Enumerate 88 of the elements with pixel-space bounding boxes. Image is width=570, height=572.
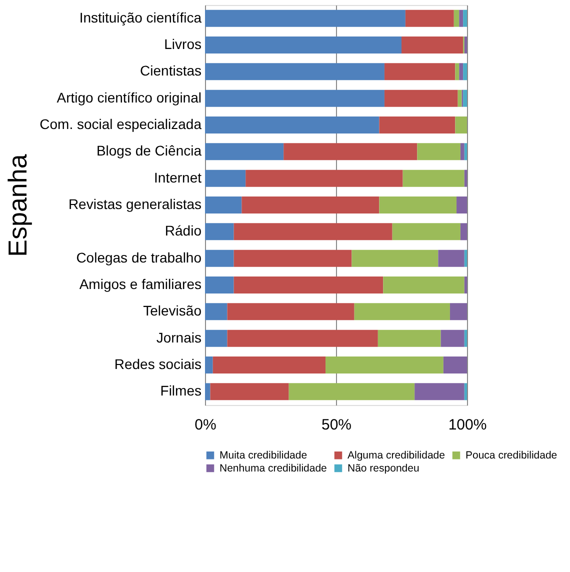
bar <box>456 196 467 214</box>
bar <box>414 383 464 400</box>
bar <box>438 250 464 267</box>
bar <box>379 196 457 214</box>
bar <box>205 303 228 320</box>
bar <box>205 383 210 400</box>
bar <box>402 170 464 187</box>
bar <box>205 143 284 160</box>
bar <box>458 90 462 107</box>
bar <box>384 90 458 107</box>
y-tick-label: Instituição científica <box>79 9 202 26</box>
bar <box>354 303 450 320</box>
bar <box>246 170 403 187</box>
bar <box>205 116 380 134</box>
x-tick-label: 100% <box>448 416 487 434</box>
bar <box>383 276 464 294</box>
y-tick-label: Redes sociais <box>114 356 202 372</box>
bar <box>464 170 467 187</box>
bar <box>460 223 467 240</box>
bar <box>443 356 467 374</box>
bar <box>459 10 464 27</box>
y-tick-label: Blogs de Ciência <box>96 142 202 159</box>
bar <box>227 330 378 347</box>
bar <box>384 63 456 80</box>
bar <box>464 250 467 267</box>
y-tick-label: Amigos e familiares <box>79 276 202 292</box>
bar <box>205 196 242 214</box>
y-tick-label: Artigo científico original <box>56 89 202 106</box>
bar <box>284 143 418 160</box>
x-tick-label: 50% <box>321 416 352 434</box>
bar <box>234 250 352 267</box>
legend-label: Muita credibilidade <box>220 449 308 462</box>
bar <box>212 356 326 374</box>
legend-label: Alguma credibilidade <box>348 449 446 462</box>
y-tick-label: Livros <box>164 36 202 52</box>
bar <box>463 10 467 27</box>
bar <box>205 330 228 347</box>
bar <box>205 250 234 267</box>
bar <box>455 63 460 80</box>
y-tick-label: Revistas generalistas <box>68 196 202 212</box>
bar <box>205 356 213 374</box>
bar <box>455 116 467 134</box>
bar <box>205 170 246 187</box>
legend-label: Pouca credibilidade <box>466 449 558 462</box>
bar <box>242 196 380 214</box>
bar <box>205 90 384 107</box>
bar <box>417 143 460 160</box>
bar <box>464 330 467 347</box>
bar <box>464 276 467 294</box>
bar <box>440 330 464 347</box>
y-tick-label: Filmes <box>160 382 202 399</box>
bar <box>379 116 456 134</box>
bar <box>352 250 438 267</box>
bar <box>205 63 384 80</box>
bar <box>460 143 464 160</box>
y-tick-label: Com. social especializada <box>40 116 202 132</box>
bar <box>459 63 464 80</box>
legend-label: Nenhuma credibilidade <box>220 462 328 474</box>
y-tick-label: Rádio <box>164 222 202 239</box>
y-tick-label: Internet <box>154 169 202 186</box>
y-axis-title: Espanha <box>2 154 33 257</box>
bar <box>463 90 467 107</box>
bar <box>378 330 441 347</box>
bar <box>234 276 384 294</box>
y-tick-label: Colegas de trabalho <box>76 249 202 266</box>
bar <box>205 10 406 27</box>
bar <box>326 356 444 374</box>
bar <box>454 10 460 27</box>
bar <box>227 303 354 320</box>
bar <box>205 36 402 54</box>
y-tick-label: Cientistas <box>140 62 202 79</box>
bar <box>464 383 467 400</box>
y-tick-label: Televisão <box>143 302 202 319</box>
bar <box>402 36 464 54</box>
bar <box>405 10 454 27</box>
legend-label: Não respondeu <box>348 462 420 474</box>
bar <box>464 143 467 160</box>
bar <box>464 36 467 54</box>
y-tick-label: Jornais <box>156 329 202 346</box>
bar <box>205 223 234 240</box>
bar <box>450 303 467 320</box>
bar <box>288 383 415 400</box>
bar <box>392 223 460 240</box>
bar <box>205 276 234 294</box>
bar <box>210 383 289 400</box>
bar <box>234 223 392 240</box>
bar <box>463 63 467 80</box>
x-tick-label: 0% <box>194 416 216 434</box>
